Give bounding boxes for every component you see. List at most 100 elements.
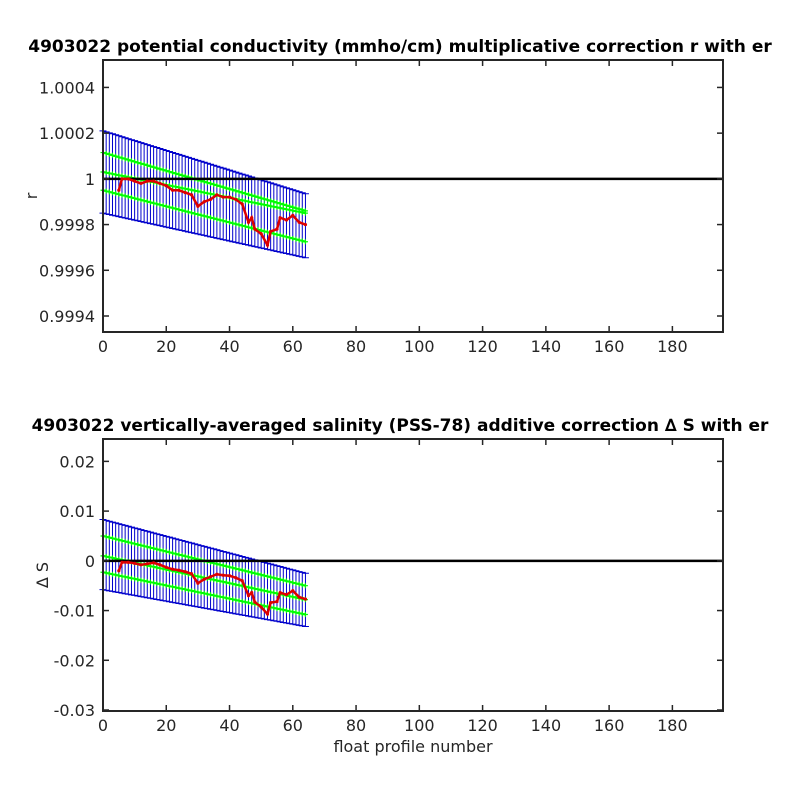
panel-1-red-point	[215, 193, 219, 197]
panel-1-red-point	[117, 188, 121, 192]
panel-2-red-point	[196, 581, 200, 585]
panel-2-x-tick-label: 20	[156, 716, 176, 735]
panel-2-red-point	[297, 595, 301, 599]
panel-2-red-point	[278, 591, 282, 595]
panel-1-red-point	[133, 179, 137, 183]
panel-2-red-point	[227, 574, 232, 578]
panel-2-red-point	[152, 561, 156, 565]
panel-1-ticks: 0 20 40 60 80 100 120 140 160 180 0.9994 0.9996 0.99…	[39, 60, 723, 356]
panel-1-title: 4903022 potential conductivity (mmho/cm)…	[28, 37, 772, 57]
panel-2-red-point	[208, 575, 213, 579]
panel-2-red-point	[215, 572, 219, 576]
panel-2-x-tick-label: 80	[346, 716, 366, 735]
panel-2-title: 4903022 vertically-averaged salinity (PS…	[32, 416, 769, 436]
panel-2-x-tick-label: 40	[219, 716, 239, 735]
panel-2-red-point	[120, 560, 124, 564]
panel-1-red-point	[278, 216, 282, 220]
panel-1-red-point	[246, 220, 251, 224]
panel-1-red-point	[250, 216, 254, 220]
panel-2-red-point	[259, 605, 263, 609]
panel-1-red-point	[269, 229, 273, 234]
panel-2-ticks: 0 20 40 60 80 100 120 140 160 180 -0.03 -0.02 -0.01 0…	[54, 439, 723, 735]
panel-1-red-point	[177, 188, 181, 192]
panel-2-red-point	[164, 565, 168, 569]
panel-1-y-tick-label: 1.0002	[39, 124, 95, 143]
panel-2-y-tick-label: -0.02	[54, 651, 95, 670]
panel-1-red-point	[227, 195, 232, 199]
panel-2-red-point	[202, 577, 206, 581]
panel-1-y-tick-label: 0.9994	[39, 307, 95, 326]
panel-1-red-point	[240, 202, 244, 206]
panel-2-red-point	[183, 570, 187, 574]
panel-1-red-point	[196, 204, 200, 208]
panel-2-red-point	[253, 600, 257, 604]
panel-2-xlabel: float profile number	[333, 737, 493, 756]
panel-2-red-point	[126, 560, 130, 564]
panel-1-red-point	[284, 218, 289, 222]
panel-1-x-tick-label: 20	[156, 337, 176, 356]
panel-1-red-point	[275, 227, 279, 231]
panel-1: 4903022 potential conductivity (mmho/cm)…	[22, 37, 772, 356]
panel-2-x-tick-label: 60	[283, 716, 303, 735]
panel-2-red-point	[246, 594, 251, 598]
panel-1-red-point	[183, 190, 187, 195]
panel-1-red-point	[164, 184, 168, 188]
panel-1-x-tick-label: 40	[219, 337, 239, 356]
panel-1-x-tick-label: 160	[594, 337, 625, 356]
panel-1-red-point	[297, 220, 301, 224]
panel-1-y-tick-label: 1.0004	[39, 78, 95, 97]
panel-2-red-point	[139, 563, 143, 567]
panel-2-red-point	[250, 591, 254, 595]
panel-2-x-tick-label: 180	[657, 716, 688, 735]
panel-2-ylabel: ∆ S	[33, 562, 52, 589]
panel-1-x-tick-label: 120	[467, 337, 498, 356]
panel-2-y-tick-label: 0.02	[59, 452, 95, 471]
panel-2-red-point	[234, 576, 238, 580]
panel-2-red-point	[221, 573, 225, 577]
panel-2-red-point	[284, 593, 289, 597]
panel-1-y-tick-label: 0.9996	[39, 261, 95, 280]
panel-2-x-tick-label: 160	[594, 716, 625, 735]
panel-2-red-point	[170, 567, 175, 571]
panel-2-red-point	[133, 561, 137, 565]
panel-2-y-tick-label: -0.01	[54, 602, 95, 621]
panel-1-ylabel: r	[22, 192, 41, 199]
panel-1-x-tick-label: 0	[98, 337, 108, 356]
panel-1-plot-area	[99, 130, 723, 259]
panel-1-red-point	[259, 232, 263, 236]
panel-1-red-point	[145, 179, 149, 183]
panel-1-y-tick-label: 1	[85, 170, 95, 189]
panel-1-red-point	[208, 197, 213, 202]
panel-1-x-tick-label: 100	[404, 337, 435, 356]
panel-2-red-point	[177, 568, 181, 572]
panel-2-x-tick-label: 0	[98, 716, 108, 735]
panel-1-red-point	[189, 193, 194, 197]
panel-2-red-point	[189, 572, 194, 576]
panel-1-red-point	[139, 181, 143, 186]
panel-2-x-tick-label: 140	[531, 716, 562, 735]
panel-2-red-point	[303, 597, 308, 601]
panel-1-red-point	[253, 227, 257, 231]
panel-2-red-point	[275, 600, 279, 604]
panel-2-red-point	[158, 563, 162, 567]
panel-2-red-point	[145, 562, 149, 566]
panel-2-red-point	[269, 600, 273, 605]
panel-2-red-point	[265, 612, 270, 616]
panel-1-red-point	[291, 213, 295, 218]
panel-2-x-tick-label: 100	[404, 716, 435, 735]
panel-1-red-point	[221, 195, 225, 199]
panel-1-x-tick-label: 80	[346, 337, 366, 356]
panel-1-x-tick-label: 60	[283, 337, 303, 356]
panel-1-red-point	[303, 222, 308, 227]
panel-2-x-tick-label: 120	[467, 716, 498, 735]
panel-1-red-point	[234, 197, 238, 202]
panel-1-red-point	[126, 177, 130, 181]
panel-2-y-tick-label: -0.03	[54, 701, 95, 720]
panel-1-red-point	[170, 188, 175, 192]
panel-2-red-point	[117, 569, 121, 573]
panel-2-y-tick-label: 0	[85, 552, 95, 571]
panel-2-y-tick-label: 0.01	[59, 502, 95, 521]
panel-1-red-point	[120, 177, 124, 181]
panel-1-red-point	[158, 181, 162, 186]
